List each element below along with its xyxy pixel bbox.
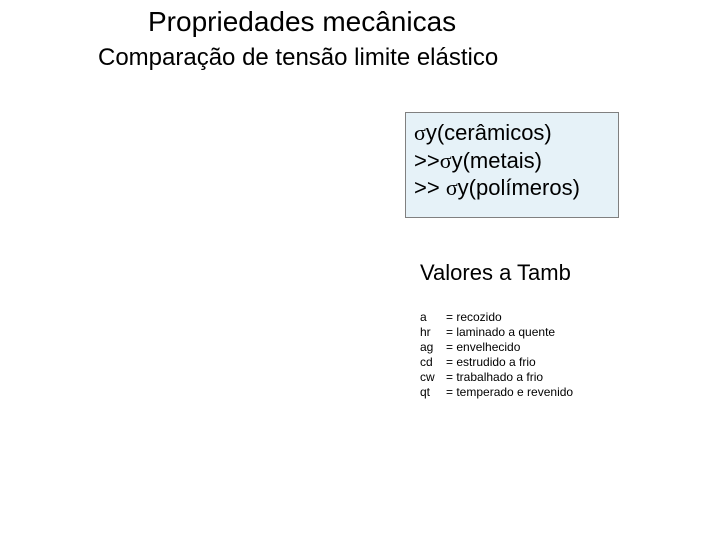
- formula-polimeros: y(polímeros): [458, 175, 580, 200]
- legend-abbr: a: [420, 310, 446, 325]
- legend-abbr: qt: [420, 385, 446, 400]
- legend-row: hr = laminado a quente: [420, 325, 573, 340]
- formula-box: σy(cerâmicos) >>σy(metais) >> σy(polímer…: [405, 112, 619, 218]
- legend-row: a = recozido: [420, 310, 573, 325]
- formula-line-3: >> σy(polímeros): [414, 174, 610, 202]
- formula-line-1: σy(cerâmicos): [414, 119, 610, 147]
- legend-desc: = laminado a quente: [446, 325, 555, 340]
- slide-root: Propriedades mecânicas Comparação de ten…: [0, 0, 720, 540]
- legend-row: cd = estrudido a frio: [420, 355, 573, 370]
- legend-desc: = estrudido a frio: [446, 355, 536, 370]
- legend-abbr: ag: [420, 340, 446, 355]
- legend-abbr: cd: [420, 355, 446, 370]
- legend-abbr: hr: [420, 325, 446, 340]
- legend-desc: = envelhecido: [446, 340, 520, 355]
- sigma-icon: σ: [440, 148, 452, 173]
- legend-block: a = recozido hr = laminado a quente ag =…: [420, 310, 573, 400]
- legend-abbr: cw: [420, 370, 446, 385]
- valores-label: Valores a Tamb: [420, 260, 571, 286]
- sigma-icon: σ: [414, 120, 426, 145]
- legend-row: ag = envelhecido: [420, 340, 573, 355]
- slide-title: Propriedades mecânicas: [148, 6, 456, 38]
- legend-row: cw = trabalhado a frio: [420, 370, 573, 385]
- legend-desc: = recozido: [446, 310, 502, 325]
- legend-desc: = temperado e revenido: [446, 385, 573, 400]
- legend-desc: = trabalhado a frio: [446, 370, 543, 385]
- formula-ceramicos: y(cerâmicos): [426, 120, 552, 145]
- sigma-icon: σ: [446, 175, 458, 200]
- slide-subtitle: Comparação de tensão limite elástico: [98, 44, 498, 72]
- formula-gtgt-1: >>: [414, 148, 440, 173]
- formula-gtgt-2: >>: [414, 175, 446, 200]
- formula-line-2: >>σy(metais): [414, 147, 610, 175]
- legend-row: qt = temperado e revenido: [420, 385, 573, 400]
- formula-metais: y(metais): [452, 148, 542, 173]
